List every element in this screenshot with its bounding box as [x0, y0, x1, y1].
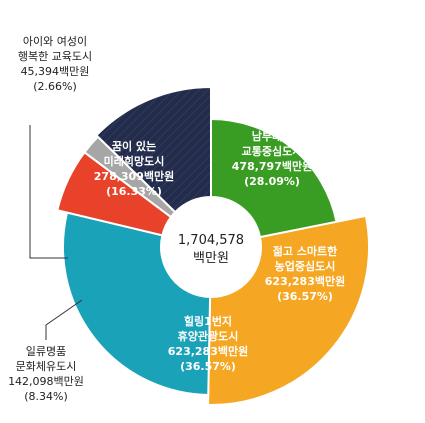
label-tourism-amount: 623,283백만원 — [168, 344, 248, 358]
label-future-line1: 꿈이 있는 — [112, 139, 156, 153]
callouts-group — [29, 125, 83, 340]
label-tourism-line1: 힐링1번지 — [184, 314, 232, 328]
callout-line-culture — [45, 299, 83, 340]
label-transport-line2: 교통중심도시 — [242, 144, 303, 158]
label-education-percent-label: (2.66%) — [33, 80, 77, 93]
label-tourism-line2: 휴양관광도시 — [178, 329, 239, 343]
label-future-amount: 278,309백만원 — [94, 169, 174, 183]
label-transport-line1: 남부대륙 — [252, 129, 292, 143]
label-culture-line2: 문화체유도시 — [16, 360, 77, 373]
label-transport-percent-label: (28.09%) — [244, 175, 300, 188]
label-future-line2: 미래희망도시 — [104, 154, 165, 168]
center-total: 1,704,578 — [178, 233, 244, 248]
label-culture-amount: 142,098백만원 — [8, 375, 84, 388]
callout-line-education — [29, 125, 68, 259]
label-future-percent-label: (16.33%) — [106, 185, 162, 198]
slices-group — [56, 85, 370, 406]
center-unit: 백만원 — [193, 251, 229, 266]
label-transport-amount: 478,797백만원 — [232, 159, 312, 173]
label-education-line2: 행복한 교육도시 — [18, 50, 92, 63]
label-education-amount: 45,394백만원 — [21, 65, 90, 78]
label-agriculture-line2: 농업중심도시 — [275, 259, 336, 273]
label-culture-line1: 일류명품 — [26, 344, 66, 358]
donut-hole — [161, 197, 261, 297]
label-agriculture-amount: 623,283백만원 — [265, 274, 345, 288]
label-culture-percent-label: (8.34%) — [24, 390, 68, 403]
label-agriculture-line1: 젊고 스마트한 — [273, 244, 338, 258]
label-tourism-percent-label: (36.57%) — [180, 360, 236, 373]
label-education-line1: 아이와 여성이 — [23, 35, 87, 48]
label-agriculture-percent-label: (36.57%) — [277, 290, 333, 303]
